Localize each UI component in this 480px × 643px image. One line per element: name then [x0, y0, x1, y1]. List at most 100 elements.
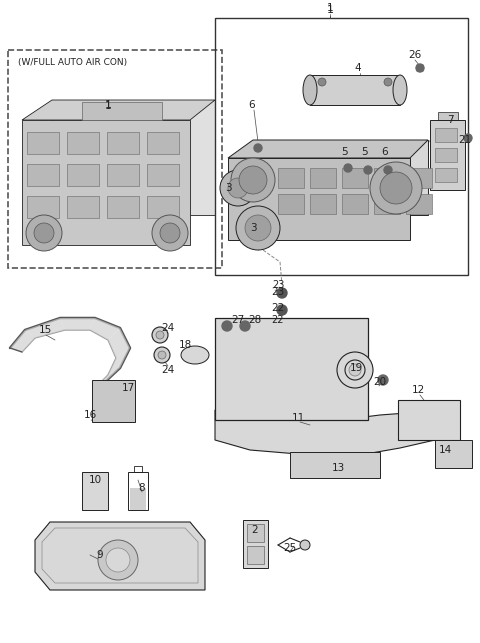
Text: 6: 6 — [249, 100, 255, 110]
Polygon shape — [22, 100, 215, 120]
Circle shape — [26, 215, 62, 251]
Polygon shape — [108, 328, 130, 358]
Bar — [215, 18, 468, 275]
Circle shape — [231, 158, 275, 202]
Polygon shape — [10, 330, 35, 352]
Bar — [290, 452, 380, 478]
Bar — [67, 164, 99, 186]
Text: 17: 17 — [121, 383, 134, 393]
Bar — [82, 102, 162, 120]
Bar — [27, 196, 59, 218]
Circle shape — [416, 64, 424, 72]
Circle shape — [160, 223, 180, 243]
Polygon shape — [108, 348, 130, 375]
Bar — [278, 194, 304, 214]
Bar — [310, 194, 336, 214]
Bar — [243, 520, 268, 568]
Circle shape — [384, 166, 392, 174]
Circle shape — [344, 164, 352, 172]
Polygon shape — [215, 410, 455, 455]
Text: 25: 25 — [283, 543, 297, 553]
Circle shape — [384, 78, 392, 86]
Ellipse shape — [181, 346, 209, 364]
Ellipse shape — [393, 75, 407, 105]
Bar — [342, 194, 368, 214]
Polygon shape — [90, 318, 120, 340]
Circle shape — [156, 331, 164, 339]
Text: 27: 27 — [231, 315, 245, 325]
Bar — [215, 318, 368, 420]
Bar — [147, 196, 179, 218]
Text: 6: 6 — [382, 147, 388, 157]
Text: 11: 11 — [291, 413, 305, 423]
Text: 7: 7 — [447, 115, 453, 125]
Circle shape — [254, 144, 262, 152]
Bar — [406, 194, 432, 214]
Text: 13: 13 — [331, 463, 345, 473]
Text: 24: 24 — [161, 323, 175, 333]
Circle shape — [154, 347, 170, 363]
Bar — [107, 196, 139, 218]
Circle shape — [158, 351, 166, 359]
Text: 1: 1 — [327, 3, 333, 13]
Text: 28: 28 — [248, 315, 262, 325]
Bar — [147, 132, 179, 154]
Bar — [82, 472, 108, 510]
Circle shape — [240, 321, 250, 331]
Circle shape — [277, 305, 287, 315]
Circle shape — [300, 540, 310, 550]
Bar — [435, 128, 457, 142]
Circle shape — [337, 352, 373, 388]
Polygon shape — [95, 368, 120, 388]
Text: 18: 18 — [179, 340, 192, 350]
Bar — [130, 488, 146, 510]
Polygon shape — [228, 140, 428, 158]
Bar — [67, 132, 99, 154]
Text: 10: 10 — [88, 475, 102, 485]
Text: 19: 19 — [349, 363, 362, 373]
Bar — [278, 168, 304, 188]
Text: 5: 5 — [342, 147, 348, 157]
Polygon shape — [60, 318, 95, 330]
Circle shape — [364, 166, 372, 174]
Bar — [342, 168, 368, 188]
Bar — [107, 132, 139, 154]
Circle shape — [236, 206, 280, 250]
Text: 16: 16 — [84, 410, 96, 420]
Text: 5: 5 — [362, 147, 368, 157]
Polygon shape — [95, 408, 108, 420]
Bar — [134, 466, 142, 472]
Text: 1: 1 — [326, 5, 334, 15]
Circle shape — [245, 215, 271, 241]
Circle shape — [380, 172, 412, 204]
Polygon shape — [228, 158, 410, 240]
Bar — [8, 50, 222, 268]
Circle shape — [277, 288, 287, 298]
Text: 12: 12 — [411, 385, 425, 395]
Circle shape — [152, 327, 168, 343]
Text: 1: 1 — [105, 101, 111, 111]
Polygon shape — [25, 318, 65, 338]
Bar — [435, 440, 472, 468]
Polygon shape — [52, 100, 215, 215]
Bar — [310, 75, 400, 105]
Text: 20: 20 — [373, 377, 386, 387]
Bar — [398, 400, 460, 440]
Bar — [406, 168, 432, 188]
Circle shape — [239, 166, 267, 194]
Text: 22: 22 — [272, 315, 284, 325]
Text: 24: 24 — [161, 365, 175, 375]
Circle shape — [349, 364, 361, 376]
Text: 4: 4 — [355, 63, 361, 73]
Circle shape — [152, 215, 188, 251]
Bar — [430, 120, 465, 190]
Polygon shape — [95, 382, 105, 408]
Circle shape — [106, 548, 130, 572]
Text: 9: 9 — [96, 550, 103, 560]
Bar — [374, 194, 400, 214]
Text: 14: 14 — [438, 445, 452, 455]
Circle shape — [98, 540, 138, 580]
Bar — [92, 380, 135, 422]
Text: 26: 26 — [408, 50, 421, 60]
Text: 8: 8 — [139, 483, 145, 493]
